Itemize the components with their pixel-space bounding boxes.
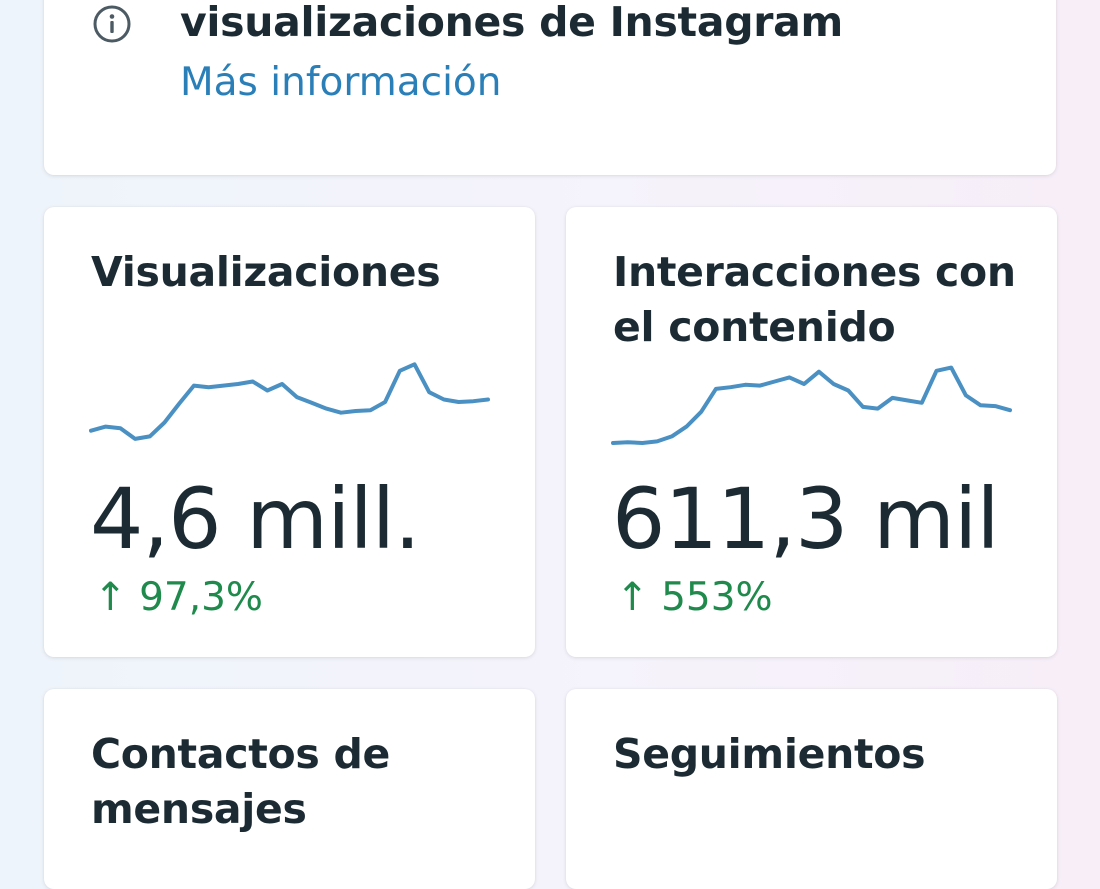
metric-value: 611,3 mil <box>612 470 1000 568</box>
info-banner-title: visualizaciones de Instagram <box>180 0 843 46</box>
interactions-metric-card[interactable]: Interacciones con el contenido 611,3 mil… <box>566 207 1057 657</box>
more-info-link[interactable]: Más información <box>180 60 502 105</box>
interactions-sparkline-line <box>611 365 1012 445</box>
info-icon <box>93 5 131 43</box>
metric-title: Interacciones con el contenido <box>613 248 1016 351</box>
metric-title: Contactos de mensajes <box>91 730 391 833</box>
views-sparkline-chart <box>89 362 490 441</box>
follows-card[interactable]: Seguimientos <box>566 689 1057 889</box>
message-contacts-card[interactable]: Contactos de mensajes <box>44 689 535 889</box>
metric-value: 4,6 mill. <box>90 470 421 568</box>
metric-title: Seguimientos <box>613 730 926 778</box>
views-sparkline-line <box>89 362 490 441</box>
info-banner-card: visualizaciones de Instagram Más informa… <box>44 0 1056 175</box>
metric-change: ↑ 553% <box>616 575 773 620</box>
metric-title: Visualizaciones <box>91 248 441 296</box>
interactions-sparkline-chart <box>611 365 1012 445</box>
views-metric-card[interactable]: Visualizaciones 4,6 mill. ↑ 97,3% <box>44 207 535 657</box>
metric-change: ↑ 97,3% <box>94 575 263 620</box>
